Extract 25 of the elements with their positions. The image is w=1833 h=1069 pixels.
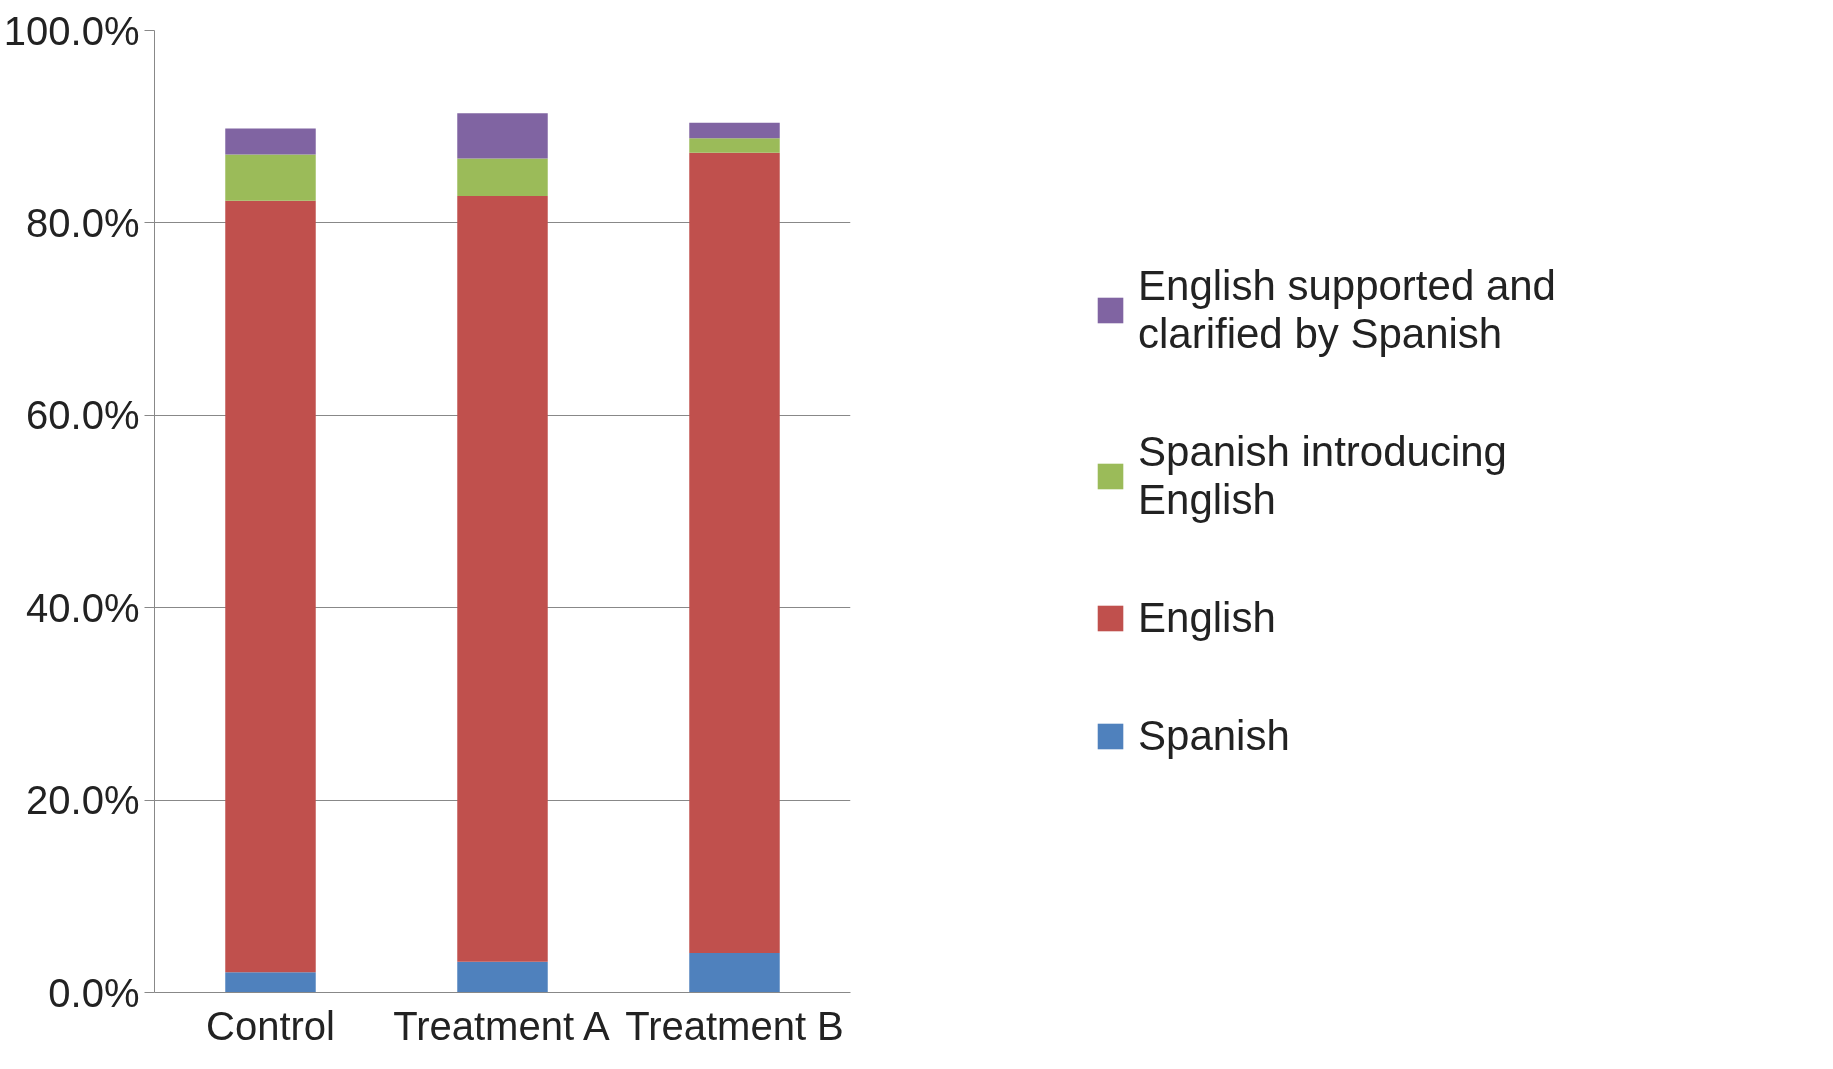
bar [689, 953, 780, 993]
bar [225, 128, 316, 155]
y-tick-label: 80.0% [26, 200, 140, 245]
bar [225, 200, 316, 973]
bar [457, 113, 548, 159]
bar [689, 152, 780, 954]
bar [689, 138, 780, 153]
y-tick-label: 20.0% [26, 778, 140, 823]
legend-label: English supported and clarified by Spanish [1138, 262, 1556, 358]
y-tick-label: 0.0% [48, 970, 140, 1015]
bar [225, 154, 316, 201]
y-tick-label: 60.0% [26, 393, 140, 438]
bar [457, 158, 548, 196]
legend-label: Spanish introducing English [1138, 428, 1507, 524]
bar [457, 961, 548, 993]
x-tick-label: Control [206, 1003, 335, 1048]
legend-label: English [1138, 594, 1276, 642]
y-tick-label: 100.0% [3, 8, 140, 53]
bar [225, 972, 316, 993]
legend-label: Spanish [1138, 712, 1290, 760]
y-tick-label: 40.0% [26, 585, 140, 630]
bar [689, 122, 780, 139]
x-tick-label: Treatment B [625, 1003, 844, 1048]
x-tick-label: Treatment A [393, 1003, 610, 1048]
bar [457, 195, 548, 962]
